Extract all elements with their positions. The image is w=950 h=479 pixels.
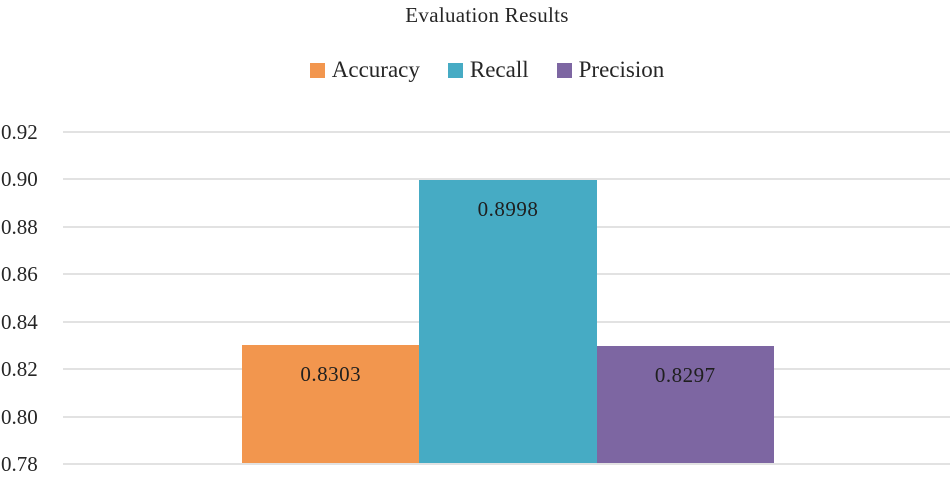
gridline — [63, 131, 950, 133]
y-tick-label: 0.88 — [1, 214, 38, 239]
gridline — [63, 463, 950, 465]
legend-label: Recall — [469, 57, 529, 82]
y-tick-label: 0.78 — [1, 452, 38, 476]
bar-value-label: 0.8998 — [477, 196, 539, 221]
gridline — [63, 178, 950, 181]
legend-item-precision: Precision — [556, 56, 665, 84]
legend-swatch-recall — [447, 62, 463, 78]
legend-item-accuracy: Accuracy — [309, 56, 420, 84]
y-tick-label: 0.80 — [1, 404, 38, 429]
bar-recall: 0.8998 — [419, 179, 597, 463]
legend-item-recall: Recall — [447, 56, 529, 84]
y-tick-label: 0.92 — [1, 120, 38, 144]
y-tick-label: 0.84 — [1, 309, 38, 334]
legend-swatch-accuracy — [309, 62, 325, 78]
bar-accuracy: 0.8303 — [242, 344, 420, 463]
legend-label: Accuracy — [331, 57, 420, 82]
y-tick-label: 0.90 — [1, 167, 38, 192]
chart-legend: Accuracy Recall Precision — [24, 56, 950, 84]
y-tick-label: 0.82 — [1, 357, 38, 382]
y-tick-label: 0.86 — [1, 262, 38, 287]
bar-precision: 0.8297 — [596, 346, 774, 463]
bar-value-label: 0.8303 — [300, 361, 362, 386]
bar-value-label: 0.8297 — [654, 363, 716, 388]
legend-label: Precision — [578, 57, 665, 82]
legend-swatch-precision — [556, 62, 572, 78]
chart-title: Evaluation Results — [405, 3, 569, 27]
